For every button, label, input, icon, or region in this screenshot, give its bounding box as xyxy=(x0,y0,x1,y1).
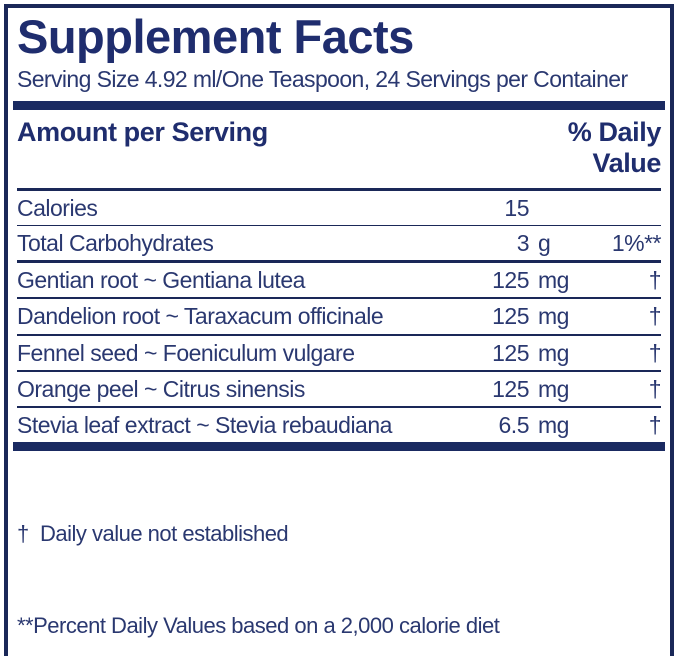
nutrient-name: Total Carbohydrates xyxy=(17,230,214,257)
nutrient-amount-value: 125 xyxy=(492,267,529,294)
nutrient-amount-unit: mg xyxy=(538,375,569,402)
footnotes: † Daily value not established **Percent … xyxy=(17,451,661,656)
footnote-percent-daily-values: **Percent Daily Values based on a 2,000 … xyxy=(17,612,500,638)
nutrient-row-dandelion-root: Dandelion root ~ Taraxacum officinale 12… xyxy=(17,297,662,333)
amount-per-serving-header: Amount per Serving xyxy=(17,116,268,147)
nutrient-name: Calories xyxy=(17,195,98,222)
column-header-row: Amount per Serving % Daily Value xyxy=(17,110,662,192)
nutrient-row-gentian-root: Gentian root ~ Gentiana lutea 125 mg † xyxy=(17,260,662,297)
nutrient-amount-value: 6.5 xyxy=(498,411,530,438)
nutrient-daily-value: 1%** xyxy=(611,230,662,257)
serving-size-line: Serving Size 4.92 ml/One Teaspoon, 24 Se… xyxy=(17,66,628,93)
nutrient-amount-unit: mg xyxy=(538,303,569,330)
nutrient-daily-value: † xyxy=(648,339,662,366)
nutrient-name: Orange peel ~ Citrus sinensis xyxy=(17,375,305,402)
nutrient-amount-unit: mg xyxy=(538,339,569,366)
nutrient-amount-value: 3 xyxy=(516,230,530,257)
nutrient-row-total-carbohydrates: Total Carbohydrates 3 g 1%** xyxy=(17,225,662,260)
nutrient-rows: Calories 15 Total Carbohydrates 3 g 1%**… xyxy=(17,191,662,442)
nutrient-row-stevia-leaf-extract: Stevia leaf extract ~ Stevia rebaudiana … xyxy=(17,405,662,442)
nutrient-amount-unit: g xyxy=(538,230,551,257)
nutrient-row-fennel-seed: Fennel seed ~ Foeniculum vulgare 125 mg … xyxy=(17,333,662,370)
nutrient-name: Dandelion root ~ Taraxacum officinale xyxy=(17,303,384,330)
nutrient-daily-value: † xyxy=(648,303,662,330)
nutrient-amount-unit: mg xyxy=(538,411,569,438)
divider-bar-top xyxy=(13,100,665,110)
nutrient-amount-value: 125 xyxy=(492,339,529,366)
nutrient-amount-unit: mg xyxy=(538,267,569,294)
nutrient-name: Fennel seed ~ Foeniculum vulgare xyxy=(17,339,355,366)
nutrient-daily-value: † xyxy=(648,267,662,294)
supplement-facts-panel: Supplement Facts Serving Size 4.92 ml/On… xyxy=(4,4,674,656)
nutrient-amount-value: 15 xyxy=(504,195,529,222)
nutrient-daily-value: † xyxy=(648,411,662,438)
nutrient-row-calories: Calories 15 xyxy=(17,191,661,225)
daily-value-header: % Daily Value xyxy=(567,116,662,178)
nutrient-row-orange-peel: Orange peel ~ Citrus sinensis 125 mg † xyxy=(17,369,662,406)
nutrient-name: Gentian root ~ Gentiana lutea xyxy=(17,267,305,294)
nutrient-daily-value: † xyxy=(648,375,662,402)
nutrient-amount-value: 125 xyxy=(492,375,529,402)
nutrient-name: Stevia leaf extract ~ Stevia rebaudiana xyxy=(17,411,392,438)
footnote-daily-value: † Daily value not established xyxy=(17,520,289,546)
nutrient-amount-value: 125 xyxy=(492,303,529,330)
panel-title: Supplement Facts xyxy=(17,10,414,63)
divider-bar-bottom xyxy=(13,441,665,451)
